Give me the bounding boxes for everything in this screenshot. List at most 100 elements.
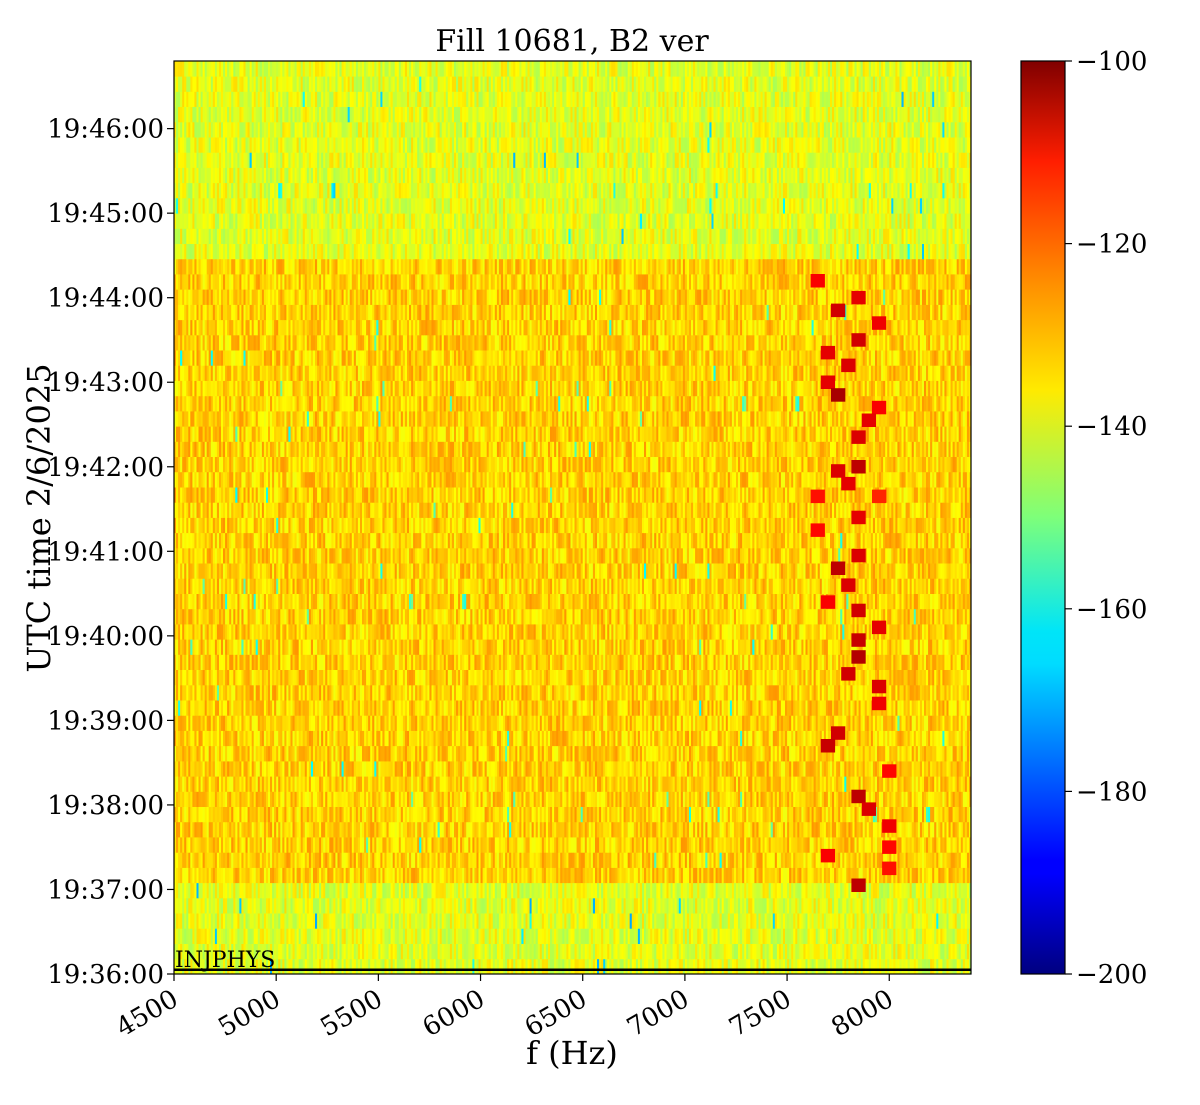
heatmap-cell	[564, 958, 567, 974]
heatmap-cell	[376, 791, 379, 807]
heatmap-cell	[245, 882, 248, 899]
heatmap-cell	[454, 882, 457, 899]
heatmap-cell	[895, 913, 898, 929]
heatmap-cell	[384, 852, 387, 868]
heatmap-cell	[848, 837, 851, 853]
heatmap-cell	[680, 958, 684, 974]
heatmap-cell	[938, 821, 941, 838]
heatmap-cell	[380, 776, 383, 792]
heatmap-cell	[304, 821, 308, 838]
heatmap-cell	[286, 913, 289, 929]
heatmap-cell	[856, 913, 859, 929]
heatmap-cell	[946, 882, 949, 899]
heatmap-cell	[711, 928, 714, 944]
heatmap-cell	[758, 837, 761, 853]
heatmap-cell	[617, 776, 620, 792]
heatmap-cell	[327, 852, 330, 868]
heatmap-cell	[550, 943, 553, 960]
heatmap-cell	[881, 852, 884, 868]
heatmap-cell	[304, 943, 308, 960]
heatmap-cell	[466, 791, 469, 807]
heatmap-cell	[785, 837, 788, 853]
heatmap-cell	[946, 837, 949, 853]
heatmap-cell	[231, 897, 234, 914]
heatmap-cell	[595, 821, 598, 838]
heatmap-cell	[261, 943, 265, 960]
heatmap-cell	[347, 776, 351, 792]
heatmap-cell	[349, 928, 353, 944]
heatmap-cell	[821, 897, 825, 914]
heatmap-cell	[421, 913, 424, 929]
heatmap-cell	[345, 806, 349, 823]
heatmap-cell	[247, 913, 250, 929]
heatmap-cell	[913, 943, 917, 960]
heatmap-cell	[915, 897, 919, 914]
heatmap-cell	[731, 837, 735, 853]
heatmap-cell	[223, 837, 226, 853]
heatmap-cell	[407, 897, 410, 914]
heatmap-cell	[746, 928, 749, 944]
heatmap-cell	[229, 852, 232, 868]
heatmap-cell	[719, 897, 722, 914]
heatmap-cell	[897, 882, 900, 899]
heatmap-cell	[960, 806, 964, 823]
heatmap-cell	[233, 882, 236, 899]
heatmap-cell	[178, 913, 181, 929]
heatmap-cell	[954, 821, 958, 838]
heatmap-cell	[249, 928, 252, 944]
heatmap-cell	[844, 958, 847, 974]
heatmap-cell	[474, 867, 477, 884]
heatmap-cell	[525, 882, 528, 899]
heatmap-cell	[864, 958, 868, 974]
heatmap-cell	[615, 837, 618, 853]
heatmap-cell	[895, 837, 898, 853]
heatmap-cell	[568, 776, 571, 792]
heatmap-cell	[294, 882, 297, 899]
heatmap-cell	[470, 852, 473, 868]
heatmap-cell	[731, 928, 735, 944]
heatmap-cell	[496, 776, 500, 792]
heatmap-cell	[427, 806, 430, 823]
heatmap-cell	[670, 913, 673, 929]
heatmap-cell	[791, 913, 794, 929]
heatmap-cell	[541, 913, 545, 929]
heatmap-cell	[501, 806, 504, 823]
heatmap-cell	[505, 867, 508, 884]
heatmap-cell	[768, 852, 772, 868]
heatmap-cell	[605, 958, 608, 974]
heatmap-cell	[729, 928, 733, 944]
heatmap-cell	[427, 897, 430, 914]
heatmap-cell	[445, 897, 449, 914]
heatmap-cell	[239, 806, 242, 823]
heatmap-cell	[253, 837, 257, 853]
heatmap-cell	[936, 806, 939, 823]
heatmap-cell	[603, 852, 606, 868]
heatmap-cell	[922, 867, 925, 884]
heatmap-cell	[335, 928, 338, 944]
heatmap-cell	[879, 852, 882, 868]
heatmap-cell	[474, 943, 477, 960]
heatmap-cell	[331, 821, 334, 838]
heatmap-cell	[733, 776, 737, 792]
heatmap-cell	[825, 806, 829, 823]
heatmap-cell	[362, 806, 365, 823]
heatmap-cell	[584, 837, 588, 853]
heatmap-cell	[382, 882, 385, 899]
heatmap-cell	[427, 837, 430, 853]
heatmap-cell	[431, 928, 434, 944]
heatmap-cell	[944, 928, 947, 944]
heatmap-cell	[842, 821, 845, 838]
heatmap-cell	[709, 958, 712, 974]
heatmap-cell	[347, 867, 351, 884]
heatmap-cell	[817, 852, 821, 868]
heatmap-cell	[192, 897, 195, 914]
heatmap-cell	[697, 958, 700, 974]
heatmap-cell	[872, 882, 876, 899]
heatmap-cell	[603, 958, 606, 974]
heatmap-cell	[807, 821, 810, 838]
heatmap-cell	[633, 913, 637, 929]
heatmap-cell	[296, 897, 299, 914]
heatmap-cell	[447, 837, 451, 853]
heatmap-cell	[253, 928, 257, 944]
heatmap-cell	[306, 837, 310, 853]
